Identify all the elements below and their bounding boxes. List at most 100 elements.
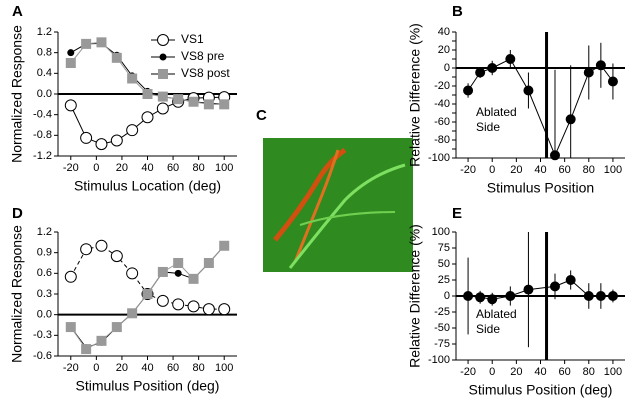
x-tick-label: -20 — [63, 162, 79, 174]
point — [95, 239, 108, 252]
point — [110, 250, 123, 263]
point — [549, 281, 560, 292]
y-axis-title: Normalized Response — [9, 225, 25, 363]
point — [142, 289, 153, 299]
point — [549, 150, 560, 161]
point — [219, 240, 230, 251]
y-tick-label: 0.8 — [37, 47, 52, 59]
legend-marker — [159, 53, 167, 61]
x-axis-title: Stimulus Position (deg) — [76, 378, 220, 394]
point — [96, 335, 107, 346]
series-line — [468, 279, 613, 300]
y-tick-label: 1.2 — [37, 226, 52, 238]
point — [595, 60, 606, 71]
y-tick-label: -25 — [434, 306, 450, 318]
x-tick-label: -20 — [460, 164, 476, 176]
point — [505, 291, 516, 301]
panel-letter: E — [452, 205, 462, 222]
point — [110, 134, 123, 147]
point — [475, 67, 486, 78]
x-tick-label: 40 — [141, 362, 153, 374]
x-tick-label: 0 — [93, 362, 99, 374]
point — [64, 99, 77, 112]
annotation: Side — [476, 120, 500, 134]
point — [487, 63, 498, 73]
x-axis-title: Stimulus Location (deg) — [74, 178, 221, 194]
point — [565, 114, 576, 125]
point — [65, 322, 76, 333]
x-tick-label: 60 — [167, 362, 179, 374]
point — [126, 124, 139, 137]
point — [203, 99, 214, 110]
point — [583, 291, 594, 301]
x-tick-label: 0 — [93, 162, 99, 174]
panel-letter: C — [256, 107, 267, 124]
point — [505, 54, 516, 64]
x-tick-label: 80 — [193, 362, 205, 374]
x-tick-label: 20 — [510, 164, 522, 176]
panel-letter: B — [452, 3, 463, 20]
micrograph: C — [256, 107, 413, 272]
y-tick-label: 0.0 — [37, 88, 52, 100]
point — [463, 291, 474, 301]
y-tick-label: -0.6 — [33, 350, 52, 362]
x-tick-label: 100 — [215, 362, 233, 374]
point — [81, 38, 92, 49]
x-tick-label: 40 — [141, 162, 153, 174]
x-axis-title: Stimulus Position — [487, 180, 594, 196]
point — [583, 67, 594, 78]
point — [157, 266, 168, 277]
y-tick-label: -0.8 — [33, 129, 52, 141]
y-tick-label: 25 — [438, 274, 450, 286]
legend-label: VS1 — [181, 32, 204, 46]
y-axis-title: Relative Difference (%) — [407, 23, 423, 167]
point — [188, 96, 199, 107]
y-tick-label: -20 — [434, 80, 450, 92]
x-tick-label: 20 — [116, 162, 128, 174]
y-tick-label: 0 — [444, 290, 450, 302]
point — [156, 294, 169, 307]
y-tick-label: -100 — [428, 354, 450, 366]
y-tick-label: 0.3 — [37, 288, 52, 300]
chart-panel: A 1.2 0.8 0.4 0.0 -0.4 -0.8 -1.2 -20 0 20 40 60 80 100… — [9, 3, 237, 194]
y-axis-title: Relative Difference (%) — [407, 224, 423, 368]
y-tick-label: 0 — [444, 62, 450, 74]
x-tick-label: 80 — [583, 366, 595, 378]
annotation: Side — [476, 322, 500, 336]
point — [595, 291, 606, 301]
point — [80, 243, 93, 256]
micrograph-background — [263, 138, 413, 272]
point — [202, 303, 215, 316]
y-tick-label: 100 — [432, 226, 450, 238]
y-tick-label: -40 — [434, 98, 450, 110]
legend-label: VS8 post — [181, 66, 230, 80]
point — [111, 322, 122, 333]
x-tick-label: 60 — [559, 164, 571, 176]
point — [142, 89, 153, 99]
x-tick-label: 60 — [167, 162, 179, 174]
y-tick-label: 50 — [438, 258, 450, 270]
point — [172, 298, 185, 311]
point — [111, 52, 122, 63]
legend-marker — [158, 69, 168, 79]
x-tick-label: 80 — [193, 162, 205, 174]
panel-letter: A — [12, 3, 23, 20]
y-tick-label: -0.3 — [33, 329, 52, 341]
point — [127, 73, 138, 84]
x-tick-label: 40 — [534, 366, 546, 378]
x-tick-label: 0 — [489, 366, 495, 378]
series-line — [467, 58, 614, 157]
point — [157, 91, 168, 102]
y-tick-label: -60 — [434, 116, 450, 128]
x-tick-label: 20 — [510, 366, 522, 378]
point — [173, 94, 184, 105]
y-tick-label: -1.2 — [33, 150, 52, 162]
x-tick-label: 100 — [604, 366, 622, 378]
y-tick-label: 20 — [438, 44, 450, 56]
point — [219, 99, 230, 110]
y-tick-label: 0.9 — [37, 247, 52, 259]
x-tick-label: 0 — [489, 164, 495, 176]
y-tick-label: -0.4 — [33, 109, 52, 121]
